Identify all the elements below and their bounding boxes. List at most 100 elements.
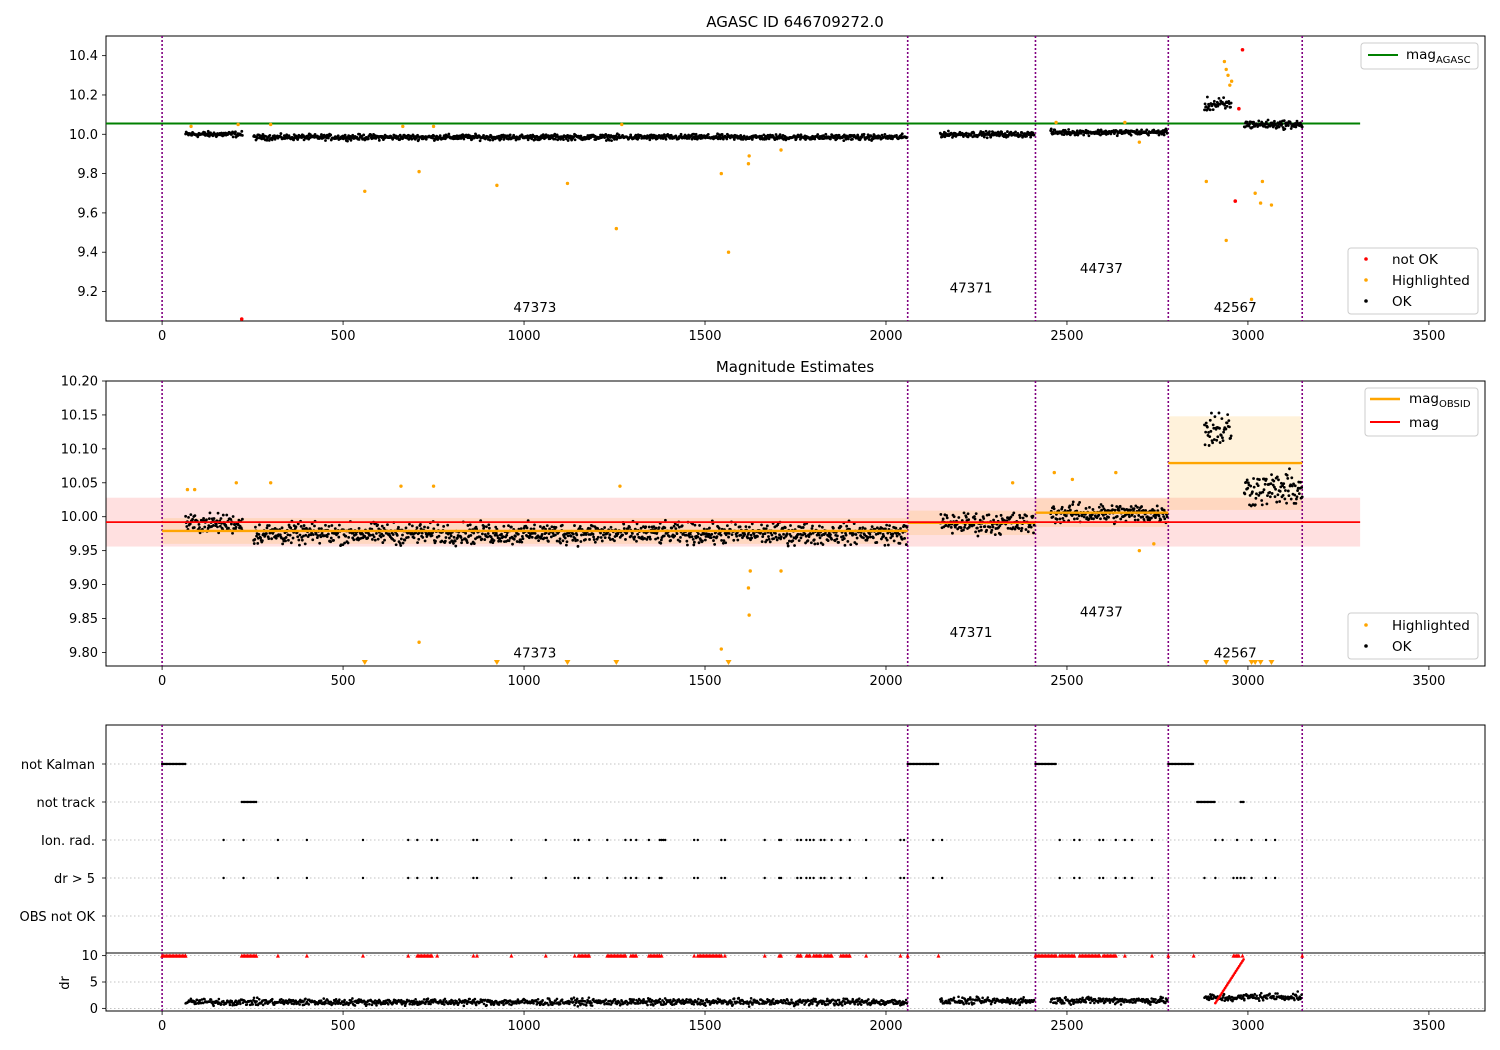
top-ok-point — [417, 138, 421, 142]
flag-point — [1264, 838, 1268, 842]
mid-ok-point — [883, 543, 887, 547]
top-ok-point — [946, 129, 950, 133]
mid-ok-point — [978, 518, 982, 522]
top-highlighted-point — [726, 250, 731, 254]
mid-ok-point — [423, 525, 426, 529]
dr-point — [685, 998, 688, 1001]
mid-ok-point — [1210, 411, 1213, 415]
mid-ok-point — [255, 534, 258, 538]
top-ok-point — [952, 134, 955, 138]
mid-ok-point — [330, 524, 334, 527]
legend-highlighted-label-mid: Highlighted — [1392, 618, 1470, 634]
mid-ok-point — [1150, 516, 1153, 520]
flag-label-not-kalman: not Kalman — [21, 758, 95, 773]
dr-point — [220, 1002, 223, 1006]
top-not-ok-point — [239, 317, 244, 321]
top-highlighted-point — [1224, 67, 1228, 72]
mid-ok-point — [555, 539, 559, 543]
top-ok-point — [520, 134, 524, 138]
mid-ok-point — [469, 534, 473, 537]
flag-point — [647, 838, 651, 842]
top-ok-point — [435, 134, 439, 138]
top-ok-point — [1205, 108, 1209, 112]
dr-point — [796, 1003, 800, 1006]
flag-point — [1078, 838, 1081, 842]
mid-ok-point — [337, 523, 341, 527]
top-ok-point — [1289, 127, 1293, 130]
flag-point — [1101, 876, 1105, 880]
mid-highlighted-point — [746, 586, 751, 590]
dr-point — [442, 1003, 446, 1006]
mid-ok-point — [663, 526, 667, 530]
dr-point — [584, 1004, 588, 1007]
legend-ok-label: OK — [1392, 294, 1413, 310]
top-ok-point — [1135, 128, 1139, 132]
flag-point — [763, 876, 766, 880]
dr-point — [351, 997, 354, 1000]
flag-point — [1098, 838, 1101, 842]
top-obsid-label-3: 42567 — [1214, 300, 1257, 316]
mid-ok-point — [698, 524, 701, 527]
mid-ok-point — [432, 527, 436, 531]
mid-ok-point — [767, 537, 771, 541]
top-ok-point — [362, 133, 366, 137]
top-ok-point — [1140, 128, 1143, 132]
mid-ok-point — [265, 526, 269, 530]
mid-ok-point — [603, 536, 607, 540]
mid-ok-point — [1262, 488, 1266, 492]
mid-ok-point — [1284, 489, 1287, 492]
mid-ok-point — [381, 534, 385, 538]
top-highlighted-point — [719, 171, 724, 176]
top-ok-point — [377, 138, 381, 142]
top-ok-point — [1157, 133, 1161, 137]
top-highlighted-point — [236, 122, 240, 127]
flag-point — [1054, 762, 1057, 766]
mid-ok-point — [1261, 490, 1265, 494]
top-ok-point — [1282, 119, 1286, 123]
top-ok-point — [349, 138, 353, 142]
mid-ok-point — [203, 525, 207, 529]
top-ok-point — [369, 133, 373, 137]
mid-ok-point — [354, 532, 358, 536]
top-highlighted-point — [565, 181, 570, 186]
mid-ok-point — [1068, 508, 1072, 512]
mid-ok-point — [747, 525, 751, 529]
mid-ok-point — [509, 525, 513, 529]
top-ok-point — [482, 134, 485, 137]
dr-point — [571, 1000, 575, 1004]
mid-ok-point — [895, 534, 899, 538]
mid-ok-point — [1077, 514, 1081, 518]
flag-point — [1130, 838, 1134, 842]
mid-ok-point — [654, 526, 658, 530]
flag-point — [1250, 838, 1253, 842]
flag-point — [696, 838, 699, 842]
flag-point — [416, 876, 419, 880]
mid-ok-point — [839, 525, 843, 528]
mid-ok-point — [765, 524, 769, 528]
mid-ok-point — [386, 523, 389, 526]
mid-ok-point — [304, 533, 308, 537]
mid-ok-point — [941, 517, 945, 521]
flag-point — [799, 838, 803, 842]
mid-ok-point — [1101, 513, 1105, 517]
mid-ok-point — [492, 539, 496, 542]
top-ok-point — [285, 133, 289, 137]
dr-point — [826, 997, 829, 1001]
mid-ok-point — [807, 535, 811, 539]
top-ok-point — [1207, 104, 1211, 108]
mid-ok-point — [253, 538, 257, 541]
middle-legend-upper: magOBSID mag — [1364, 387, 1479, 437]
mid-ok-point — [976, 534, 980, 538]
flag-point — [435, 876, 439, 880]
mid-ok-point — [410, 524, 414, 528]
mid-ok-point — [231, 531, 234, 535]
flag-point — [899, 876, 902, 880]
flag-point — [1150, 838, 1154, 842]
mid-ok-point — [1021, 516, 1025, 520]
mid-ok-point — [1208, 418, 1212, 422]
mid-ok-point — [957, 516, 961, 519]
mid-ok-point — [288, 533, 292, 537]
flag-point — [1072, 838, 1076, 842]
mid-ok-point — [252, 542, 256, 545]
mid-ok-point — [1297, 492, 1301, 496]
